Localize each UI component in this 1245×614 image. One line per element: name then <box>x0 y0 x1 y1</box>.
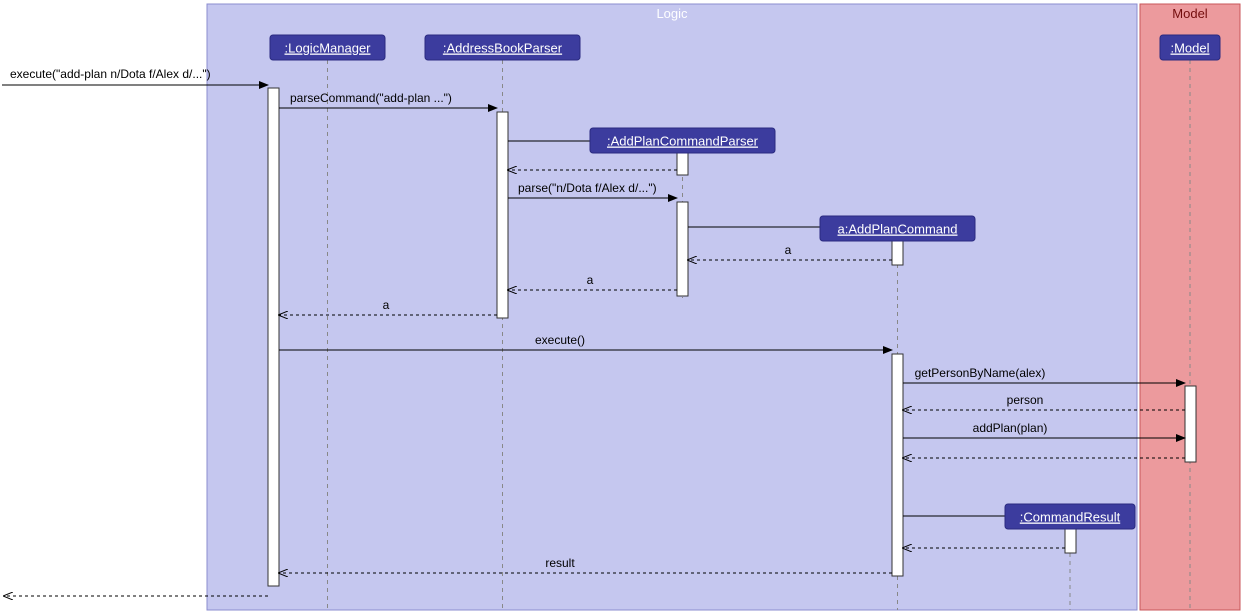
message-label-10: getPersonByName(alex) <box>915 366 1046 380</box>
activation-apc <box>892 354 903 576</box>
message-label-7: a <box>587 273 594 287</box>
message-label-9: execute() <box>535 333 585 347</box>
message-label-8: a <box>383 298 390 312</box>
activation-apcp2 <box>677 202 688 296</box>
participant-label-mdl: :Model <box>1170 41 1209 56</box>
participant-label-cr: :CommandResult <box>1020 510 1121 525</box>
participant-label-apc: a:AddPlanCommand <box>838 222 958 237</box>
frame-title-logic: Logic <box>656 6 688 21</box>
message-label-12: addPlan(plan) <box>973 421 1048 435</box>
activation-lm <box>268 88 279 586</box>
activation-abp <box>497 112 508 318</box>
activation-apcp2 <box>677 153 688 175</box>
participant-label-abp: :AddressBookParser <box>443 41 563 56</box>
message-label-4: parse("n/Dota f/Alex d/...") <box>518 181 657 195</box>
frame-title-model: Model <box>1172 6 1208 21</box>
participant-label-apcp2: :AddPlanCommandParser <box>607 134 759 149</box>
message-label-1: parseCommand("add-plan ...") <box>290 91 452 105</box>
activation-cr <box>1065 529 1076 553</box>
message-label-0: execute("add-plan n/Dota f/Alex d/...") <box>10 67 211 81</box>
activation-apc <box>892 241 903 265</box>
message-label-16: result <box>545 556 575 570</box>
message-label-11: person <box>1007 393 1044 407</box>
message-label-6: a <box>785 243 792 257</box>
activation-mdl <box>1185 386 1196 462</box>
participant-label-lm: :LogicManager <box>285 41 372 56</box>
